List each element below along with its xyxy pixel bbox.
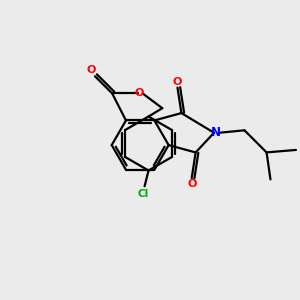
Text: O: O: [86, 65, 96, 75]
Text: O: O: [173, 77, 182, 87]
Text: O: O: [187, 179, 196, 189]
Text: O: O: [134, 88, 143, 98]
Text: N: N: [211, 126, 220, 139]
Text: Cl: Cl: [138, 189, 149, 199]
